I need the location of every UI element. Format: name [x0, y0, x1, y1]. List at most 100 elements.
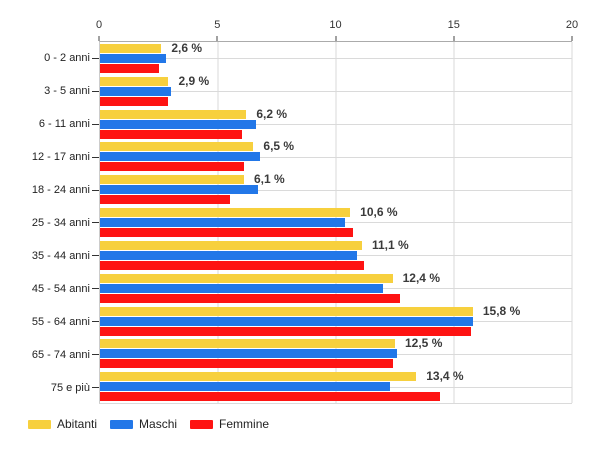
- bar-maschi: [100, 54, 167, 63]
- plot-area: 2,6 % 2,9 % 6,2 % 6,5 % 6,1 % 10,6 % 11,1 % 12,…: [92, 41, 573, 404]
- bar-value-label: 11,1 %: [371, 237, 409, 252]
- category-label: 65 - 74 anni: [31, 348, 90, 361]
- category-band: 13,4 %: [92, 370, 572, 403]
- bar-value-label: 15,8 %: [482, 303, 521, 318]
- bar-value-label: 10,6 %: [360, 205, 398, 220]
- category-band: 10,6 %: [92, 205, 572, 239]
- bar-value-label: 12,5 %: [405, 336, 443, 351]
- category-tick-mark: [92, 255, 99, 257]
- category-band: 2,9 %: [92, 73, 572, 108]
- bar-femmine: [100, 293, 400, 303]
- legend-label: Abitanti: [57, 417, 98, 431]
- category-axis-labels: 0 - 2 anni 3 - 5 anni 6 - 11 anni 12 - 17 a…: [0, 41, 90, 404]
- bar-abitanti: [100, 142, 254, 152]
- bar-bands: 2,6 % 2,9 % 6,2 % 6,5 % 6,1 % 10,6 % 11,1 % 12,…: [92, 41, 572, 403]
- category-tick-mark: [92, 222, 99, 224]
- vertical-gridline: [571, 42, 573, 403]
- bar-abitanti: [100, 109, 247, 119]
- category-tick-mark: [92, 353, 99, 355]
- bar-abitanti: [100, 240, 362, 250]
- horizontal-gridline: [100, 91, 572, 93]
- bar-maschi: [100, 218, 346, 228]
- category-label: 18 - 24 anni: [31, 183, 90, 196]
- category-label: 3 - 5 anni: [44, 84, 90, 97]
- bar-maschi: [100, 119, 256, 129]
- bar-maschi: [100, 250, 358, 260]
- legend-swatch: [28, 419, 51, 429]
- bar-maschi: [100, 283, 384, 293]
- bar-abitanti: [100, 76, 169, 86]
- bar-abitanti: [100, 175, 244, 185]
- bar-abitanti: [100, 273, 393, 283]
- category-band: 15,8 %: [92, 303, 572, 338]
- bar-maschi: [100, 382, 391, 392]
- bar-maschi: [100, 185, 259, 195]
- category-band: 12,5 %: [92, 336, 572, 370]
- category-tick-mark: [92, 156, 99, 158]
- bar-abitanti: [100, 208, 351, 218]
- bar-femmine: [100, 162, 244, 172]
- x-axis-tick-mark: [453, 36, 455, 41]
- bar-femmine: [100, 64, 159, 73]
- category-tick-mark: [92, 189, 99, 191]
- bar-femmine: [100, 96, 169, 106]
- bar-value-label: 6,2 %: [256, 106, 287, 121]
- legend: Abitanti Maschi Femmine: [28, 418, 282, 430]
- x-axis-tick-label: 20: [565, 19, 579, 31]
- bar-femmine: [100, 326, 471, 336]
- horizontal-gridline: [100, 58, 572, 60]
- category-label: 25 - 34 anni: [31, 216, 90, 229]
- category-band: 11,1 %: [92, 237, 572, 272]
- category-label: 35 - 44 anni: [31, 249, 90, 262]
- bar-value-label: 2,6 %: [171, 41, 203, 55]
- category-label: 0 - 2 anni: [44, 51, 90, 64]
- legend-label: Femmine: [219, 417, 270, 431]
- category-tick-mark: [92, 386, 99, 388]
- horizontal-gridline: [100, 124, 572, 126]
- x-axis-tick-mark: [335, 36, 336, 41]
- x-axis-tick-label: 10: [329, 19, 342, 31]
- x-axis-tick-labels: 0 5 10 15 20: [95, 18, 578, 32]
- bar-abitanti: [100, 372, 417, 382]
- category-tick-mark: [92, 288, 99, 290]
- x-axis-tick-mark: [571, 36, 573, 41]
- bar-maschi: [100, 349, 398, 359]
- category-band: 6,1 %: [92, 172, 572, 206]
- bar-femmine: [100, 129, 242, 139]
- legend-item-femmine: Femmine: [190, 418, 269, 430]
- category-tick-mark: [92, 58, 99, 60]
- category-band: 2,6 %: [92, 41, 572, 75]
- x-axis-tick-label: 5: [214, 19, 221, 31]
- bar-value-label: 6,5 %: [263, 139, 295, 154]
- category-band: 6,2 %: [92, 106, 572, 141]
- category-tick-mark: [92, 320, 99, 322]
- legend-label: Maschi: [139, 417, 178, 431]
- x-axis-tick-label: 15: [447, 19, 460, 31]
- bar-maschi: [100, 152, 261, 162]
- bar-femmine: [100, 195, 230, 205]
- bar-value-label: 12,4 %: [402, 270, 440, 285]
- bar-value-label: 2,9 %: [178, 73, 210, 88]
- legend-item-maschi: Maschi: [110, 418, 177, 430]
- bar-femmine: [100, 359, 393, 369]
- category-label: 45 - 54 anni: [31, 282, 90, 295]
- category-label: 6 - 11 anni: [38, 117, 90, 130]
- bar-value-label: 6,1 %: [253, 172, 285, 187]
- horizontal-gridline: [100, 156, 572, 158]
- bar-maschi: [100, 86, 171, 96]
- legend-swatch: [110, 419, 134, 429]
- bar-femmine: [100, 392, 440, 402]
- x-axis-tick-label: 0: [95, 19, 103, 31]
- category-tick-mark: [92, 124, 99, 126]
- bar-femmine: [100, 260, 365, 270]
- x-axis-tick-mark: [98, 36, 100, 41]
- legend-item-abitanti: Abitanti: [28, 418, 97, 430]
- category-label: 55 - 64 anni: [31, 315, 90, 328]
- x-axis-tick-mark: [216, 36, 218, 41]
- bar-maschi: [100, 316, 473, 326]
- x-axis-tick-marks: [98, 36, 573, 41]
- category-label: 12 - 17 anni: [31, 150, 90, 163]
- category-tick-mark: [92, 91, 99, 93]
- bar-abitanti: [100, 306, 473, 316]
